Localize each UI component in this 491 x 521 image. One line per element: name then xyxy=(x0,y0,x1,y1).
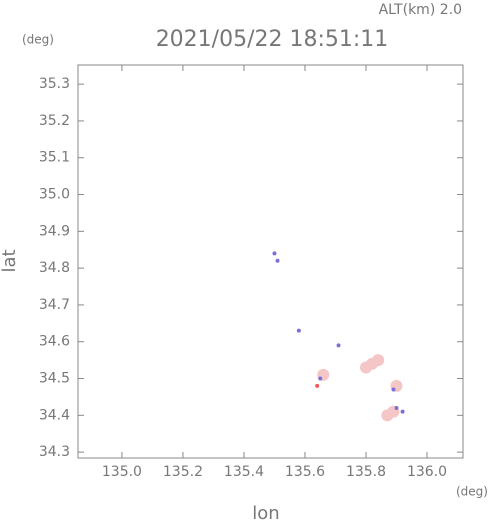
chart-subtitle: ALT(km) 2.0 xyxy=(379,2,462,18)
echo-point xyxy=(272,251,277,256)
y-tick-label: 35.3 xyxy=(39,76,70,92)
echo-point xyxy=(372,354,385,367)
y-axis-label: lat xyxy=(0,249,20,272)
x-tick-label: 135.4 xyxy=(224,464,264,480)
y-tick-label: 34.9 xyxy=(39,223,70,239)
x-axis-label: lon xyxy=(252,503,279,521)
echo-point xyxy=(275,258,280,263)
echo-point xyxy=(400,409,405,414)
y-tick-label: 35.0 xyxy=(39,187,70,203)
x-tick-label: 135.0 xyxy=(102,464,142,480)
y-tick-label: 34.3 xyxy=(39,444,70,460)
chart-title: 2021/05/22 18:51:11 xyxy=(156,27,389,52)
y-tick-label: 34.8 xyxy=(39,260,70,276)
y-tick-label: 34.5 xyxy=(39,371,70,387)
y-tick-label: 34.7 xyxy=(39,297,70,313)
echo-point xyxy=(394,405,399,410)
echo-point xyxy=(315,383,320,388)
x-tick-label: 136.0 xyxy=(407,464,447,480)
echo-point xyxy=(336,343,341,348)
x-tick-label: 135.6 xyxy=(285,464,325,480)
y-tick-label: 35.2 xyxy=(39,113,70,129)
y-tick-label: 34.6 xyxy=(39,334,70,350)
plot-frame xyxy=(77,64,464,459)
y-unit: (deg) xyxy=(22,33,54,47)
y-tick-label: 35.1 xyxy=(39,150,70,166)
x-tick-label: 135.2 xyxy=(163,464,203,480)
echo-point xyxy=(296,328,301,333)
y-tick-label: 34.4 xyxy=(39,407,70,423)
x-unit: (deg) xyxy=(456,485,488,499)
x-tick-label: 135.8 xyxy=(346,464,386,480)
echo-point xyxy=(318,376,323,381)
echo-point xyxy=(391,387,396,392)
